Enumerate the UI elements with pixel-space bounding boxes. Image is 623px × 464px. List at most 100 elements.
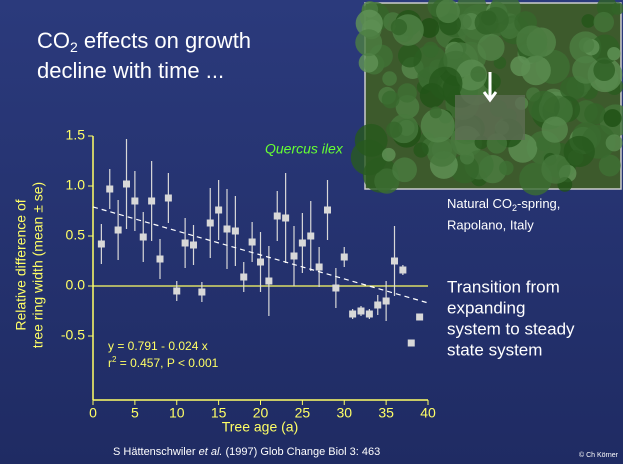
point bbox=[249, 239, 256, 246]
x-tick-label: 0 bbox=[89, 405, 97, 421]
photo-canopy bbox=[516, 25, 547, 56]
point bbox=[148, 198, 155, 205]
stats-part: = 0.457, P < 0.001 bbox=[116, 356, 218, 370]
point bbox=[224, 226, 231, 233]
point bbox=[106, 186, 113, 193]
y-tick-label: 0.5 bbox=[66, 227, 86, 243]
y-tick-label: 0.0 bbox=[66, 277, 86, 293]
photo-canopy bbox=[382, 148, 396, 162]
y-axis-title: tree ring width (mean ± se) bbox=[30, 182, 46, 348]
point bbox=[173, 288, 180, 295]
photo-canopy bbox=[423, 42, 439, 58]
photo-canopy bbox=[606, 134, 623, 151]
y-tick-label: 1.0 bbox=[66, 177, 86, 193]
x-tick-label: 15 bbox=[211, 405, 227, 421]
photo-caption: Natural CO2-spring, bbox=[447, 196, 560, 213]
point bbox=[198, 289, 205, 296]
photo-canopy bbox=[398, 44, 422, 68]
point bbox=[349, 311, 356, 318]
point bbox=[416, 314, 423, 321]
citation-part: et al. bbox=[199, 446, 223, 458]
photo-canopy bbox=[604, 109, 622, 127]
photo-caption: Rapolano, Italy bbox=[447, 217, 534, 232]
point bbox=[366, 311, 373, 318]
point bbox=[232, 228, 239, 235]
photo-canopy bbox=[397, 83, 416, 102]
x-tick-label: 20 bbox=[253, 405, 269, 421]
photo-canopy bbox=[392, 157, 417, 182]
fit-equation: y = 0.791 - 0.024 x bbox=[108, 339, 208, 353]
x-tick-label: 10 bbox=[169, 405, 185, 421]
species-label: Quercus ilex bbox=[265, 141, 344, 157]
caption-part: Natural CO bbox=[447, 196, 512, 211]
point bbox=[324, 207, 331, 214]
citation-part: (1997) Glob Change Biol 3: 463 bbox=[222, 446, 380, 458]
point bbox=[98, 241, 105, 248]
photo-canopy bbox=[481, 10, 496, 25]
note-line: expanding bbox=[447, 298, 525, 317]
photo-canopy bbox=[430, 106, 442, 118]
y-axis-title: Relative difference of bbox=[13, 199, 29, 330]
note-line: system to steady bbox=[447, 319, 575, 338]
citation: S Hättenschwiler et al. (1997) Glob Chan… bbox=[113, 446, 380, 458]
point bbox=[123, 181, 130, 188]
photo-canopy bbox=[470, 66, 486, 82]
title-part: CO bbox=[37, 28, 70, 53]
x-tick-label: 5 bbox=[131, 405, 139, 421]
point bbox=[165, 195, 172, 202]
photo-canopy bbox=[607, 47, 620, 60]
photo-canopy bbox=[436, 0, 460, 23]
slide: CO2 effects on growth decline with time … bbox=[0, 0, 623, 464]
photo bbox=[351, 0, 623, 195]
photo-canopy bbox=[521, 55, 551, 85]
fit-stats: r2 = 0.457, P < 0.001 bbox=[108, 355, 219, 370]
point bbox=[115, 227, 122, 234]
point bbox=[282, 215, 289, 222]
point bbox=[274, 213, 281, 220]
point bbox=[332, 285, 339, 292]
title-part: effects on growth bbox=[78, 28, 251, 53]
point bbox=[240, 274, 247, 281]
title: CO2 effects on growth bbox=[37, 28, 251, 55]
photo-canopy bbox=[382, 91, 400, 109]
point bbox=[131, 198, 138, 205]
point bbox=[316, 264, 323, 271]
photo-canopy bbox=[413, 142, 428, 157]
point bbox=[207, 220, 214, 227]
citation-part: S Hättenschwiler bbox=[113, 446, 199, 458]
note-line: Transition from bbox=[447, 277, 560, 296]
point bbox=[408, 340, 415, 347]
photo-canopy bbox=[460, 150, 474, 164]
point bbox=[291, 253, 298, 260]
photo-canopy bbox=[391, 19, 407, 35]
title-sub: 2 bbox=[70, 39, 78, 55]
photo-canopy bbox=[579, 37, 594, 52]
point bbox=[374, 302, 381, 309]
photo-canopy bbox=[499, 161, 514, 176]
point bbox=[182, 240, 189, 247]
x-axis-title: Tree age (a) bbox=[222, 419, 299, 435]
x-tick-label: 40 bbox=[420, 405, 436, 421]
y-tick-label: 1.5 bbox=[66, 127, 86, 143]
y-tick-label: -0.5 bbox=[61, 327, 85, 343]
point bbox=[265, 278, 272, 285]
photo-canopy bbox=[386, 122, 402, 138]
point bbox=[299, 240, 306, 247]
x-tick-label: 25 bbox=[295, 405, 311, 421]
point bbox=[307, 233, 314, 240]
point bbox=[358, 308, 365, 315]
note-line: state system bbox=[447, 340, 542, 359]
point bbox=[190, 242, 197, 249]
point bbox=[215, 207, 222, 214]
photo-canopy bbox=[382, 71, 397, 86]
photo-canopy bbox=[477, 34, 504, 61]
caption-part: -spring, bbox=[517, 196, 560, 211]
photo-canopy bbox=[594, 12, 614, 32]
page: CO2 effects on growth decline with time … bbox=[0, 0, 623, 464]
point bbox=[399, 267, 406, 274]
point bbox=[391, 258, 398, 265]
copyright: © Ch Körner bbox=[579, 451, 619, 459]
point bbox=[341, 254, 348, 261]
photo-canopy bbox=[581, 14, 595, 28]
photo-canopy bbox=[593, 59, 615, 81]
